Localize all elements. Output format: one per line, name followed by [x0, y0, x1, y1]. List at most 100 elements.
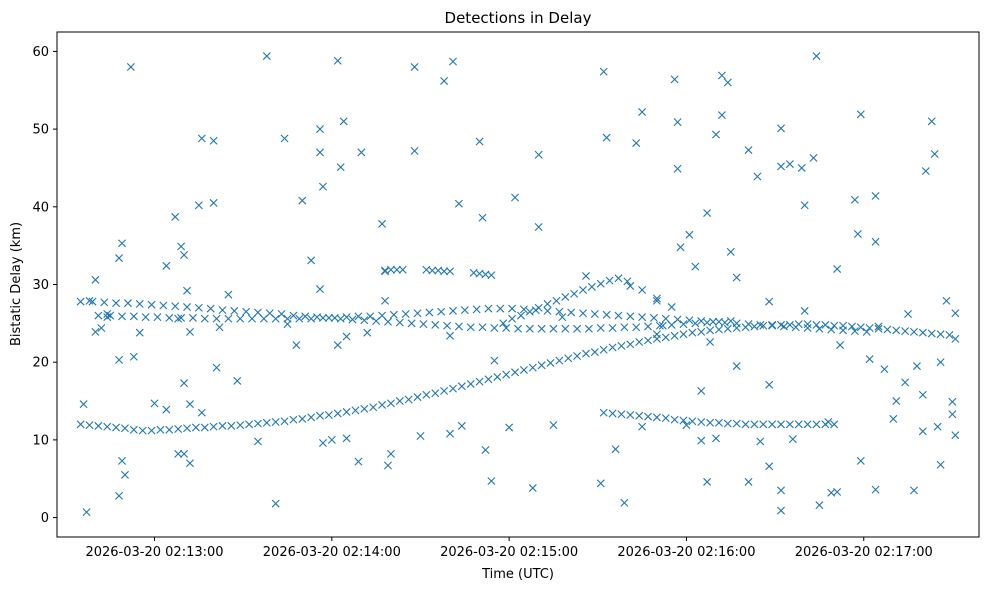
data-point [791, 323, 800, 332]
y-tick-label: 0 [41, 511, 49, 526]
data-point [800, 306, 809, 315]
data-point [339, 117, 348, 126]
data-point [97, 324, 106, 332]
data-point [218, 306, 227, 315]
data-point [209, 422, 218, 431]
data-point [809, 153, 818, 162]
data-point [626, 340, 635, 349]
data-point [135, 328, 144, 337]
data-point [484, 375, 493, 384]
data-point [428, 266, 437, 275]
data-point [723, 78, 732, 87]
data-point [661, 414, 670, 423]
data-point [316, 411, 324, 420]
data-point [194, 303, 203, 312]
data-point [410, 62, 419, 71]
data-point [85, 421, 94, 430]
data-point [165, 425, 174, 434]
data-point [830, 420, 839, 429]
data-point [209, 198, 218, 207]
data-point [336, 163, 345, 172]
data-point [714, 418, 723, 427]
plot-area [56, 31, 980, 538]
data-point [534, 150, 543, 159]
data-point [581, 271, 590, 280]
data-point [475, 377, 484, 386]
data-point [635, 338, 644, 346]
data-point [652, 296, 661, 305]
y-tick-label: 50 [32, 123, 49, 138]
data-point [561, 292, 570, 301]
data-point [478, 213, 487, 222]
data-point [212, 314, 221, 323]
data-point [951, 309, 960, 318]
data-point [596, 479, 605, 488]
data-point [626, 282, 635, 291]
data-point [369, 403, 378, 412]
data-point [726, 247, 735, 256]
data-point [180, 250, 189, 259]
data-point [150, 399, 159, 408]
data-point [218, 421, 227, 430]
data-point [466, 379, 475, 388]
data-point [392, 265, 401, 274]
data-point [812, 52, 821, 61]
data-point [177, 242, 186, 251]
data-point [490, 356, 499, 365]
data-point [138, 426, 147, 435]
data-point [519, 305, 528, 314]
data-point [76, 297, 85, 306]
chart-title: Detections in Delay [445, 9, 592, 27]
y-axis-label: Bistatic Delay (km) [9, 222, 24, 346]
data-point [871, 237, 880, 246]
data-point [883, 325, 892, 334]
y-axis: 0 10 20 30 40 50 60 [32, 45, 57, 526]
data-point [224, 290, 233, 299]
data-point [614, 311, 623, 320]
data-point [587, 282, 596, 291]
data-point [874, 324, 883, 333]
data-point [534, 303, 543, 312]
data-point [779, 322, 788, 331]
data-point [596, 279, 605, 288]
data-point [378, 219, 387, 228]
data-point [856, 323, 865, 332]
data-point [357, 148, 366, 157]
x-tick-label: 2026-03-20 02:13:00 [85, 545, 223, 560]
data-point [626, 312, 635, 321]
data-point [502, 324, 511, 332]
data-point [197, 408, 206, 417]
data-point [744, 146, 753, 155]
data-point [933, 422, 942, 431]
data-point [638, 422, 647, 431]
data-point [236, 314, 245, 323]
data-point [386, 399, 395, 408]
data-point [505, 423, 514, 432]
data-point [333, 341, 342, 350]
data-point [156, 425, 165, 434]
data-point [185, 327, 194, 336]
data-point [750, 322, 759, 331]
data-point [354, 457, 363, 466]
data-point [936, 460, 945, 469]
data-point [115, 254, 124, 263]
data-point [516, 311, 525, 320]
data-point [670, 331, 679, 340]
data-point [534, 223, 543, 231]
data-point [508, 304, 517, 313]
data-point [691, 262, 700, 271]
data-point [785, 320, 794, 329]
data-point [307, 314, 316, 323]
data-point [431, 389, 440, 398]
data-point [918, 390, 927, 399]
data-point [351, 406, 360, 415]
data-point [398, 265, 407, 274]
data-point [395, 397, 404, 406]
data-point [174, 314, 183, 323]
data-point [537, 361, 546, 370]
data-point [103, 310, 112, 319]
data-point [487, 271, 496, 280]
data-point [602, 310, 611, 319]
data-point [511, 193, 520, 202]
data-point [753, 172, 762, 181]
